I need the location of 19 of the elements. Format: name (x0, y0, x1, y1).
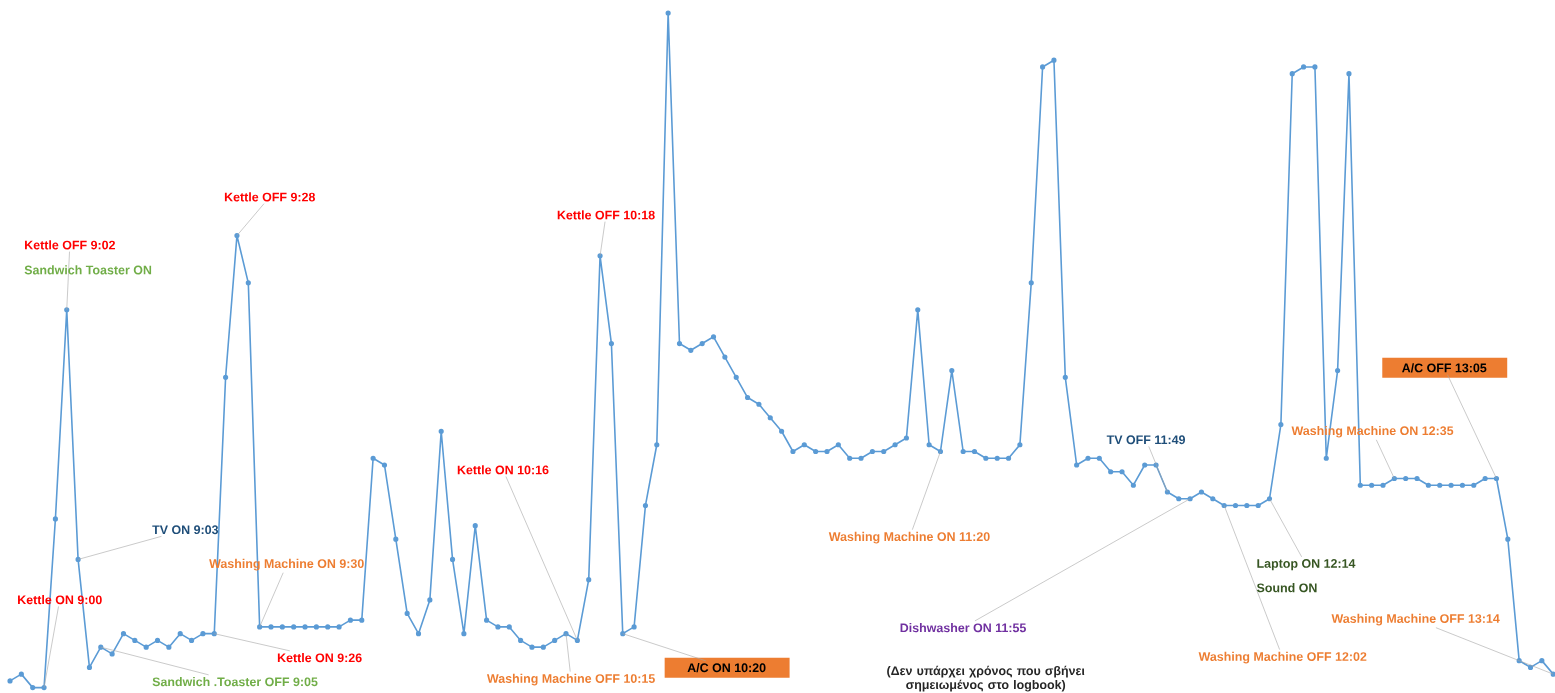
annotation: Washing Machine ON 11:20 (828, 532, 990, 544)
annotation: Sound ON (1256, 583, 1317, 593)
annotation: (Δεν υπάρχει χρόνος που σβήνει σημειωμένος στο logbook) (887, 666, 1085, 692)
annotation: Laptop ON 12:14 (1257, 559, 1356, 571)
annotation: A/C ON 10:20 (687, 663, 766, 673)
annotation: TV ON 9:03 (152, 525, 219, 535)
annotation: A/C OFF 13:05 (1402, 363, 1487, 373)
annotation: Kettle OFF 10:18 (557, 210, 655, 220)
annotation: Washing Machine OFF 13:14 (1331, 614, 1500, 626)
annotation: Sandwich Toaster ON (24, 265, 152, 275)
annotation: Washing Machine OFF 12:02 (1198, 652, 1367, 664)
annotation: Washing Machine OFF 10:15 (486, 674, 655, 686)
annotation: Sandwich .Toaster OFF 9:05 (152, 677, 318, 687)
annotation: Kettle ON 9:26 (277, 653, 362, 663)
annotation: Kettle OFF 9:28 (224, 192, 315, 202)
annotation: Kettle OFF 9:02 (25, 240, 115, 250)
annotation: Kettle ON 10:16 (457, 465, 549, 475)
annotation: Dishwasher ON 11:55 (900, 623, 1026, 633)
annotation: TV OFF 11:49 (1106, 435, 1186, 445)
